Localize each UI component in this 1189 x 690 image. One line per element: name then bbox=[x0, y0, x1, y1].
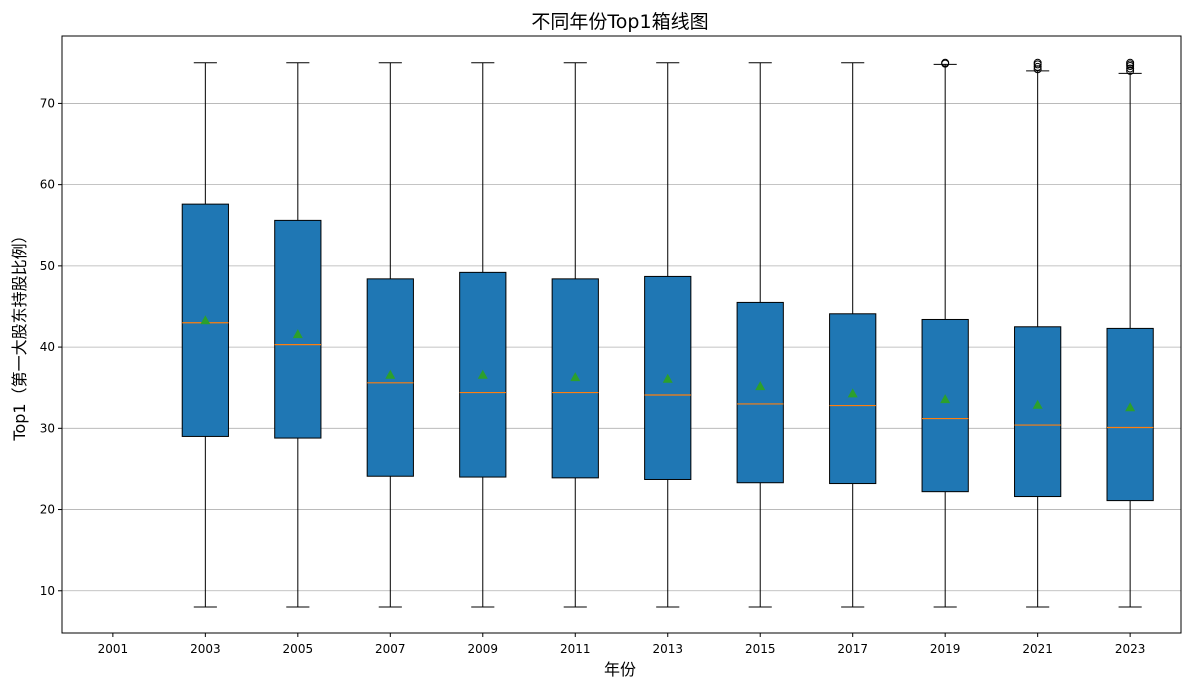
y-tick-label: 50 bbox=[40, 259, 55, 273]
box-iqr bbox=[1106, 327, 1154, 502]
x-tick-label: 2005 bbox=[283, 642, 314, 656]
box-group-2015 bbox=[736, 62, 784, 608]
mean-marker bbox=[200, 315, 211, 325]
box-iqr bbox=[829, 313, 877, 485]
x-ticks: 2001 2003 2005 2007 2009 2011 2013 2015 2017 2019… bbox=[98, 633, 1146, 656]
x-tick-label: 2017 bbox=[837, 642, 868, 656]
x-tick-label: 2023 bbox=[1115, 642, 1146, 656]
mean-marker bbox=[1125, 402, 1136, 412]
y-ticks: 10 20 30 40 50 60 70 bbox=[40, 96, 62, 598]
x-tick-label: 2019 bbox=[930, 642, 961, 656]
mean-marker bbox=[1032, 399, 1043, 409]
x-tick-label: 2001 bbox=[98, 642, 129, 656]
x-tick-label: 2021 bbox=[1022, 642, 1053, 656]
mean-marker bbox=[570, 372, 581, 382]
box-iqr bbox=[1014, 326, 1062, 498]
y-tick-label: 30 bbox=[40, 421, 55, 435]
box-group-2023 bbox=[1106, 58, 1154, 608]
x-axis-label: 年份 bbox=[604, 660, 636, 679]
boxes bbox=[181, 58, 1154, 608]
box-group-2021 bbox=[1014, 58, 1062, 608]
box-group-2007 bbox=[366, 62, 414, 608]
y-tick-label: 20 bbox=[40, 503, 55, 517]
y-tick-label: 60 bbox=[40, 178, 55, 192]
box-group-2005 bbox=[274, 62, 322, 608]
x-tick-label: 2011 bbox=[560, 642, 591, 656]
mean-marker bbox=[662, 373, 673, 383]
outlier-point bbox=[1126, 64, 1135, 73]
y-axis-label: Top1（第一大股东持股比例） bbox=[10, 227, 29, 441]
box-group-2011 bbox=[551, 62, 599, 608]
y-tick-label: 70 bbox=[40, 96, 55, 110]
x-tick-label: 2007 bbox=[375, 642, 406, 656]
outlier-point bbox=[1033, 58, 1042, 67]
x-tick-label: 2009 bbox=[468, 642, 499, 656]
mean-marker bbox=[292, 329, 303, 339]
y-tick-label: 10 bbox=[40, 584, 55, 598]
x-tick-label: 2015 bbox=[745, 642, 776, 656]
box-group-2017 bbox=[829, 62, 877, 608]
gridlines bbox=[62, 103, 1181, 592]
x-tick-label: 2013 bbox=[652, 642, 683, 656]
mean-marker bbox=[755, 381, 766, 391]
x-tick-label: 2003 bbox=[190, 642, 221, 656]
outlier-point bbox=[1126, 58, 1135, 67]
outlier-point bbox=[941, 58, 950, 67]
mean-marker bbox=[847, 388, 858, 398]
mean-marker bbox=[477, 369, 488, 379]
box-group-2013 bbox=[644, 62, 692, 608]
outlier-point bbox=[1033, 62, 1042, 71]
plot-frame bbox=[61, 35, 1182, 634]
y-tick-label: 40 bbox=[40, 340, 55, 354]
box-group-2003 bbox=[181, 62, 229, 608]
chart-title: 不同年份Top1箱线图 bbox=[531, 11, 708, 33]
box-iqr bbox=[736, 301, 784, 484]
outlier-point bbox=[1033, 65, 1042, 74]
mean-marker bbox=[940, 394, 951, 404]
mean-marker bbox=[385, 369, 396, 379]
box-group-2019 bbox=[921, 58, 969, 608]
outlier-point bbox=[1126, 60, 1135, 69]
box-iqr bbox=[921, 318, 969, 493]
box-group-2009 bbox=[459, 62, 507, 608]
outlier-point bbox=[1126, 66, 1135, 75]
